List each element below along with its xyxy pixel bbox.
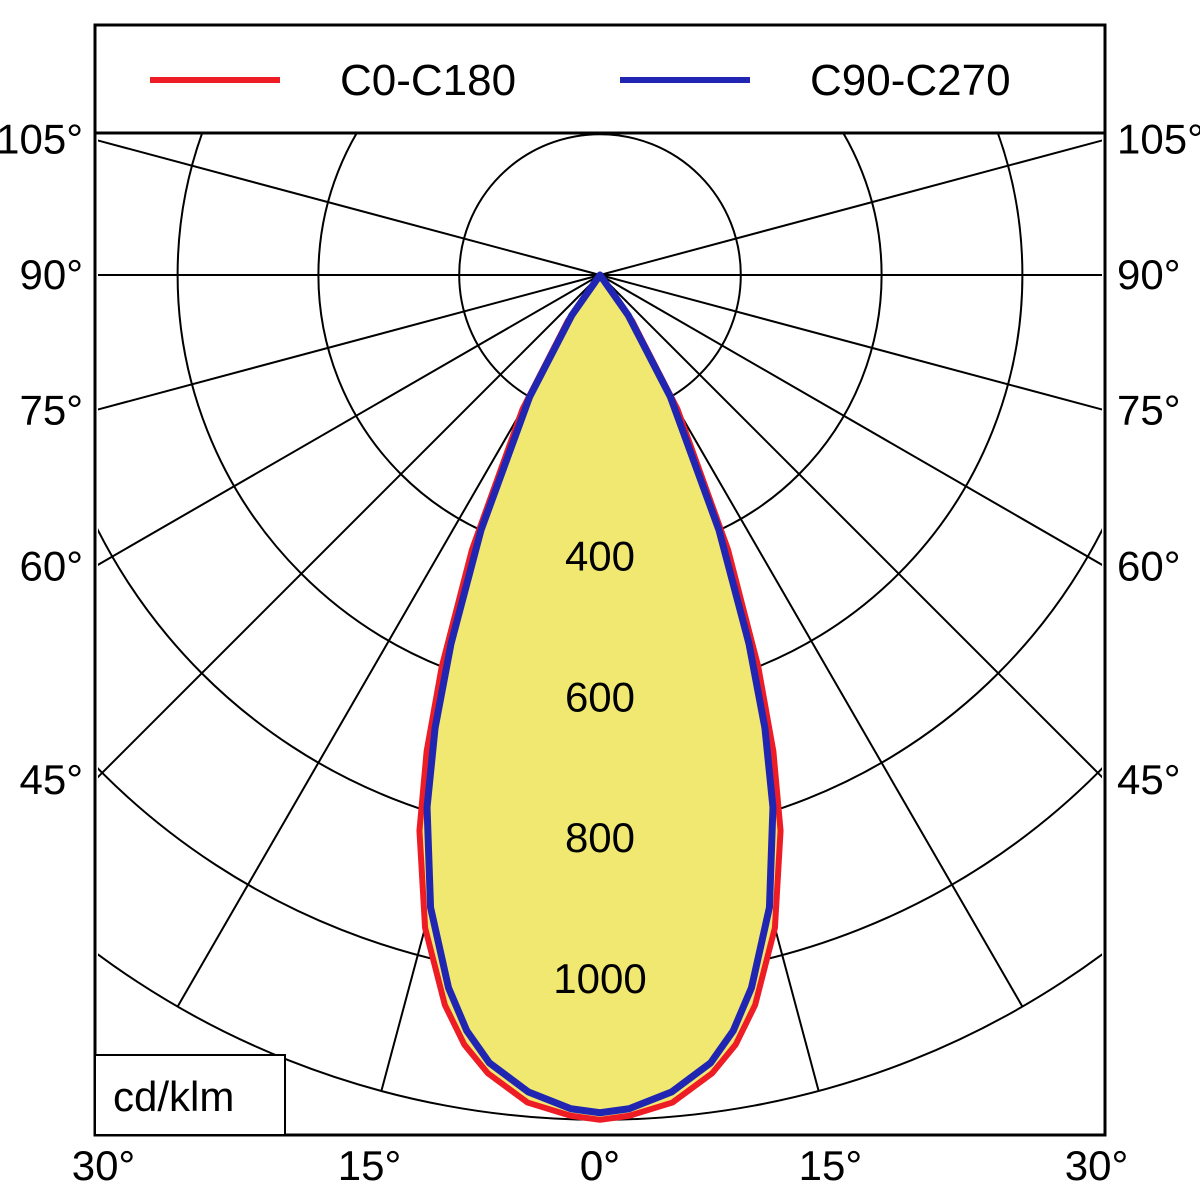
angle-label-right: 75° xyxy=(1117,386,1181,433)
angle-label-left: 45° xyxy=(19,756,83,803)
radial-label: 400 xyxy=(565,533,635,580)
angle-label-left: 60° xyxy=(19,543,83,590)
legend-label: C90-C270 xyxy=(810,56,1011,105)
angle-label-right: 30° xyxy=(1065,1142,1129,1189)
radial-label: 600 xyxy=(565,673,635,720)
unit-label: cd/klm xyxy=(113,1073,234,1120)
angle-label-right: 45° xyxy=(1117,756,1181,803)
angle-label-left: 30° xyxy=(72,1142,136,1189)
angle-label-left: 105° xyxy=(0,116,83,163)
polar-chart-svg: 400 600 800 1000 C0-C180 C90-C270 105° 90° 75° 60… xyxy=(0,0,1200,1200)
angle-label-right: 15° xyxy=(799,1142,863,1189)
angle-label-left: 75° xyxy=(19,386,83,433)
angle-label-right: 0° xyxy=(580,1142,620,1189)
polar-chart-container: 400 600 800 1000 C0-C180 C90-C270 105° 90° 75° 60… xyxy=(0,0,1200,1200)
radial-label: 1000 xyxy=(553,955,646,1002)
angle-label-right: 105° xyxy=(1117,116,1200,163)
radial-label: 800 xyxy=(565,814,635,861)
angle-label-right: 60° xyxy=(1117,543,1181,590)
angle-label-left: 90° xyxy=(19,251,83,298)
angle-label-left: 15° xyxy=(338,1142,402,1189)
angle-label-right: 90° xyxy=(1117,251,1181,298)
legend-label: C0-C180 xyxy=(340,56,516,105)
